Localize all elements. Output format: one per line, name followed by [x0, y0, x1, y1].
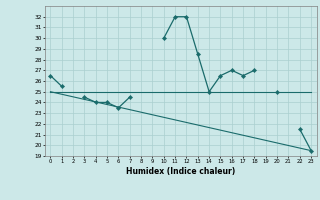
X-axis label: Humidex (Indice chaleur): Humidex (Indice chaleur) — [126, 167, 236, 176]
